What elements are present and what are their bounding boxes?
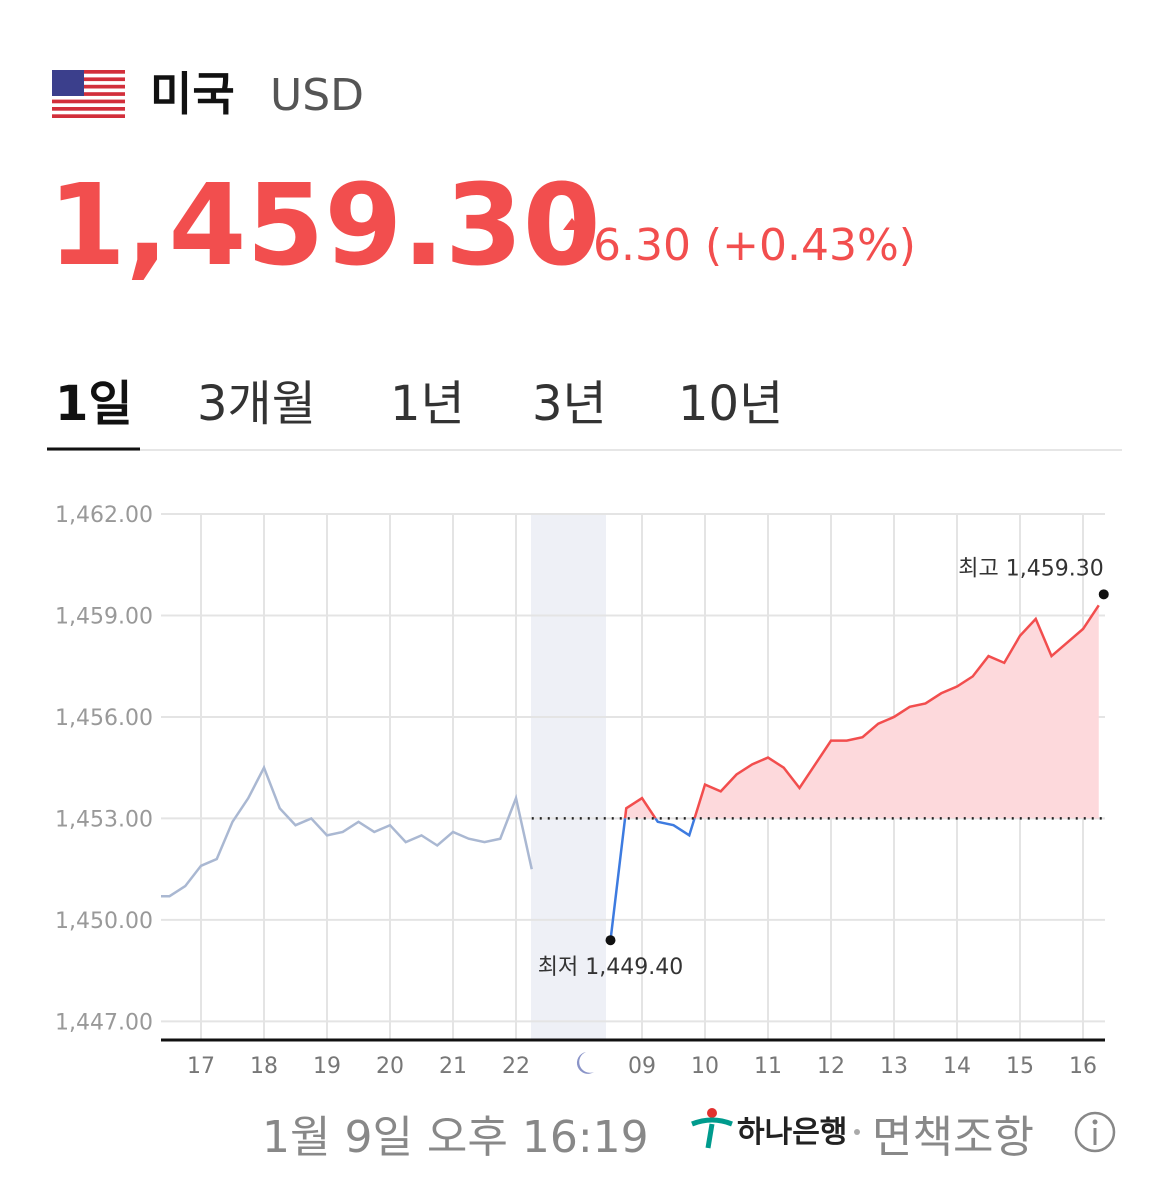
x-tick-label: 11: [754, 1054, 782, 1079]
disclaimer[interactable]: 면책조항: [872, 1112, 1034, 1163]
tab[interactable]: 3년: [532, 376, 607, 432]
high-label: 최고 1,459.30: [958, 556, 1103, 581]
y-tick-label: 1,456.00: [55, 706, 153, 731]
line: [623, 604, 1100, 819]
area: [610, 605, 1099, 819]
x-tick-label: 13: [880, 1054, 908, 1079]
line: [161, 764, 533, 898]
x-tick-label: 18: [250, 1054, 278, 1079]
bank: 하나은행: [737, 1115, 847, 1150]
y-tick-label: 1,453.00: [55, 807, 153, 832]
x-tick-label: 12: [817, 1054, 845, 1079]
timestamp: 1월 9일 오후 16:19: [262, 1112, 649, 1163]
change: 6.30 (+0.43%): [593, 220, 916, 271]
series: [161, 764, 533, 898]
x-tick-label: 09: [628, 1054, 656, 1079]
series: [609, 604, 1100, 941]
tab[interactable]: 1일: [55, 376, 133, 432]
line-below: [609, 818, 696, 941]
separator: [854, 1129, 860, 1135]
currency: USD: [270, 70, 364, 121]
tabs: 1일 3개월 1년 3년 10년: [47, 376, 1122, 451]
x-tick-label: 22: [502, 1054, 530, 1079]
high-marker: [1098, 589, 1109, 600]
x-tick-label: 16: [1069, 1054, 1097, 1079]
up-arrow: [563, 218, 581, 230]
plot: 1,462.00 1,459.00 1,456.00 1,453.00 1,450.00…: [55, 503, 1109, 1079]
x-tick-label: 14: [943, 1054, 971, 1079]
y-tick-label: 1,459.00: [55, 604, 153, 629]
country: 미국: [150, 67, 235, 121]
x-tick-label: 20: [376, 1054, 404, 1079]
tab[interactable]: 10년: [678, 376, 783, 432]
price: 1,459.30: [48, 161, 601, 291]
us-flag: [52, 70, 125, 118]
y-tick-label: 1,450.00: [55, 909, 153, 934]
x-tick-label: 21: [439, 1054, 467, 1079]
tab[interactable]: 1년: [390, 376, 465, 432]
low-marker: [605, 935, 616, 946]
y-tick-label: 1,462.00: [55, 503, 153, 528]
x-tick-label: 15: [1006, 1054, 1034, 1079]
tab[interactable]: 3개월: [197, 376, 316, 432]
low-label: 최저 1,449.40: [538, 955, 683, 980]
night-band: [531, 514, 606, 1040]
x-tick-label: 10: [691, 1054, 719, 1079]
x-tick-label: 17: [187, 1054, 215, 1079]
hana-logo: [691, 1108, 733, 1149]
moon-icon: [576, 1052, 594, 1074]
x-tick-label: 19: [313, 1054, 341, 1079]
y-tick-label: 1,447.00: [55, 1010, 153, 1035]
info-icon[interactable]: [1074, 1111, 1116, 1153]
